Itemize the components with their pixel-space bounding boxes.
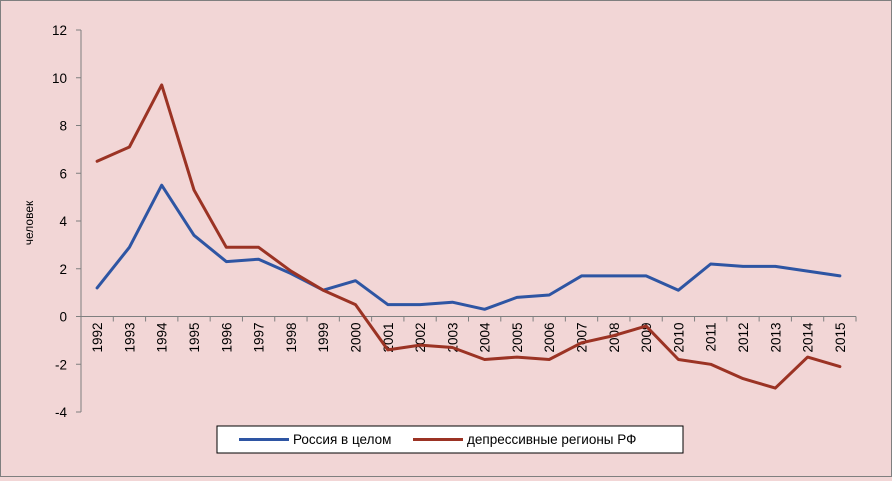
data-point (419, 344, 421, 346)
y-tick-label: 4 (59, 214, 67, 229)
y-axis: -4 -2 0 2 4 6 8 10 12 (52, 23, 82, 420)
data-point (516, 356, 518, 358)
data-point (290, 273, 292, 275)
x-tick-label: 2004 (478, 322, 493, 353)
y-tick-label: 10 (52, 71, 67, 86)
data-point (742, 378, 744, 380)
x-tick-label: 1999 (316, 323, 331, 353)
x-tick-label: 2003 (445, 323, 460, 353)
y-tick-label: 0 (59, 310, 67, 325)
data-point (354, 304, 356, 306)
data-point (774, 387, 776, 389)
x-tick-label: 1992 (90, 323, 105, 353)
x-tick-label: 1997 (252, 323, 267, 353)
data-point (548, 294, 550, 296)
data-point (354, 280, 356, 282)
data-point (645, 325, 647, 327)
data-point (742, 265, 744, 267)
y-tick-label: 6 (59, 166, 67, 181)
data-point (774, 265, 776, 267)
data-point (645, 275, 647, 277)
data-point (96, 287, 98, 289)
y-tick-label: 12 (52, 23, 67, 38)
data-point (807, 356, 809, 358)
data-point (290, 270, 292, 272)
data-point (548, 358, 550, 360)
series-line-1 (95, 83, 842, 390)
data-point (387, 349, 389, 351)
x-tick-label: 2014 (801, 322, 816, 353)
x-axis: 1992 1993 1994 1995 1996 1997 1998 1999 2000 2001… (80, 316, 857, 353)
series-layer (95, 83, 842, 390)
data-point (451, 301, 453, 303)
data-point (807, 270, 809, 272)
data-point (419, 304, 421, 306)
y-tick-label: -2 (55, 357, 67, 372)
data-point (258, 246, 260, 248)
y-axis-label: человек (22, 200, 36, 245)
x-tick-label: 2015 (833, 323, 848, 353)
x-tick-label: 1993 (122, 323, 137, 353)
legend: Россия в целом депрессивные регионы РФ (216, 425, 684, 454)
x-tick-label: 2002 (413, 323, 428, 353)
data-point (581, 342, 583, 344)
data-point (677, 358, 679, 360)
x-tick-label: 2008 (607, 323, 622, 353)
x-tick-label: 1998 (284, 323, 299, 353)
data-point (484, 358, 486, 360)
data-point (451, 347, 453, 349)
data-point (128, 146, 130, 148)
data-point (839, 366, 841, 368)
data-point (225, 261, 227, 263)
legend-label-russia: Россия в целом (293, 432, 391, 447)
data-point (516, 296, 518, 298)
data-point (613, 275, 615, 277)
x-tick-label: 1995 (187, 323, 202, 353)
y-tick-label: 2 (59, 262, 67, 277)
x-tick-label: 2012 (736, 323, 751, 353)
series-line-0 (95, 183, 842, 311)
data-point (710, 263, 712, 265)
x-tick-label: 2013 (768, 323, 783, 353)
data-point (193, 189, 195, 191)
data-point (710, 363, 712, 365)
legend-label-depressed-regions: депрессивные регионы РФ (467, 432, 636, 447)
data-point (96, 160, 98, 162)
data-point (258, 258, 260, 260)
data-point (193, 234, 195, 236)
data-point (322, 289, 324, 291)
y-tick-label: 8 (59, 119, 67, 134)
data-point (839, 275, 841, 277)
x-tick-label: 1996 (219, 323, 234, 353)
data-point (677, 289, 679, 291)
data-point (484, 308, 486, 310)
x-tick-label: 2011 (704, 323, 719, 352)
y-tick-label: -4 (55, 405, 67, 420)
data-point (161, 84, 163, 86)
x-tick-label: 2005 (510, 323, 525, 353)
data-point (161, 184, 163, 186)
data-point (225, 246, 227, 248)
x-tick-label: 2007 (575, 323, 590, 353)
data-point (581, 275, 583, 277)
data-point (613, 335, 615, 337)
x-tick-label: 1994 (155, 322, 170, 353)
x-tick-label: 2010 (671, 323, 686, 353)
data-point (387, 304, 389, 306)
x-tick-label: 2006 (542, 323, 557, 353)
data-point (128, 246, 130, 248)
x-tick-label: 2000 (348, 323, 363, 353)
